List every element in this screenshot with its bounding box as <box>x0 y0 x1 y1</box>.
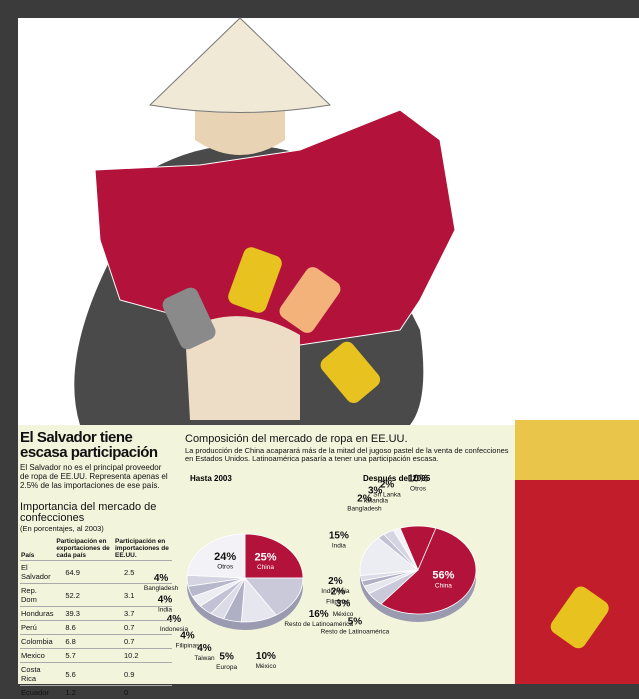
slice-category-label: Filipinas <box>326 598 351 605</box>
sidebar-text: El Salvador no es el principal proveedor… <box>20 463 172 490</box>
slice-value-label: 2% <box>380 480 395 491</box>
table-cell: Honduras <box>20 607 55 621</box>
slice-category-label: Resto de Latinoamérica <box>284 621 353 628</box>
slice-category-label: China <box>257 564 274 571</box>
pie-title: Hasta 2003 <box>190 474 232 483</box>
table-cell: 3.1 <box>114 584 172 607</box>
table-cell: 0.9 <box>114 663 172 686</box>
slice-category-label: Indonesia <box>321 588 350 595</box>
table-cell: 8.6 <box>55 621 114 635</box>
slice-value-label: 5% <box>348 617 363 628</box>
slice-category-label: Filipinas <box>176 643 201 650</box>
slice-value-label: 25% <box>254 551 276 563</box>
table-cell: 10.2 <box>114 649 172 663</box>
table-cell: Perú <box>20 621 55 635</box>
main-header: Composición del mercado de ropa en EE.UU… <box>185 433 515 463</box>
slice-category-label: México <box>256 663 277 670</box>
slice-category-label: China <box>435 582 452 589</box>
slice-category-label: Resto de Latinoamérica <box>321 629 390 636</box>
main-title: Composición del mercado de ropa en EE.UU… <box>185 433 515 445</box>
column-header: País <box>20 537 55 561</box>
table-cell: 5.7 <box>55 649 114 663</box>
table-note: (En porcentajes, al 2003) <box>20 524 172 533</box>
slice-category-label: Europa <box>216 664 237 671</box>
slice-value-label: 2% <box>328 576 343 587</box>
slice-value-label: 10% <box>256 651 276 662</box>
main-text: La producción de China acaparará más de … <box>185 447 515 463</box>
table-cell: 64.9 <box>55 561 114 584</box>
slice-value-label: 16% <box>309 609 329 620</box>
slice-category-label: India <box>332 543 346 550</box>
slice-category-label: Bangladesh <box>347 505 382 512</box>
table-cell: Rep. Dom <box>20 584 55 607</box>
slice-category-label: Otros <box>410 486 427 493</box>
table-cell: 0.7 <box>114 621 172 635</box>
table-cell: 3.7 <box>114 607 172 621</box>
slice-value-label: 10% <box>408 474 428 485</box>
slice-value-label: 4% <box>197 643 212 654</box>
table-cell: 39.3 <box>55 607 114 621</box>
slice-value-label: 56% <box>432 570 454 582</box>
slice-value-label: 24% <box>214 551 236 563</box>
slice-category-label: Sri Lanka <box>373 492 401 499</box>
slice-category-label: Otros <box>217 564 234 571</box>
table-cell: 5.6 <box>55 663 114 686</box>
table-cell: Costa Rica <box>20 663 55 686</box>
table-cell: Colombia <box>20 635 55 649</box>
column-header: Participación en exportaciones de cada p… <box>55 537 114 561</box>
slice-value-label: 15% <box>329 530 349 541</box>
table-cell: 52.2 <box>55 584 114 607</box>
table-cell: 6.8 <box>55 635 114 649</box>
column-header: Participación en importaciones de EE.UU. <box>114 537 172 561</box>
table-cell: Mexico <box>20 649 55 663</box>
table-title: Importancia del mercado de confecciones <box>20 502 172 524</box>
slice-category-label: México <box>333 611 354 618</box>
table-cell: 2.5 <box>114 561 172 584</box>
table-cell: Ecuador <box>20 686 55 699</box>
sidebar-title: El Salvador tiene escasa participación <box>20 430 172 460</box>
sidebar: El Salvador tiene escasa participación E… <box>20 430 172 699</box>
table-cell: 0 <box>114 686 172 699</box>
slice-category-label: Taiwan <box>194 655 215 662</box>
slice-value-label: 5% <box>219 652 234 663</box>
table-cell: El Salvador <box>20 561 55 584</box>
photo-top <box>515 420 639 480</box>
table-cell: 0.7 <box>114 635 172 649</box>
table-cell: 1.2 <box>55 686 114 699</box>
